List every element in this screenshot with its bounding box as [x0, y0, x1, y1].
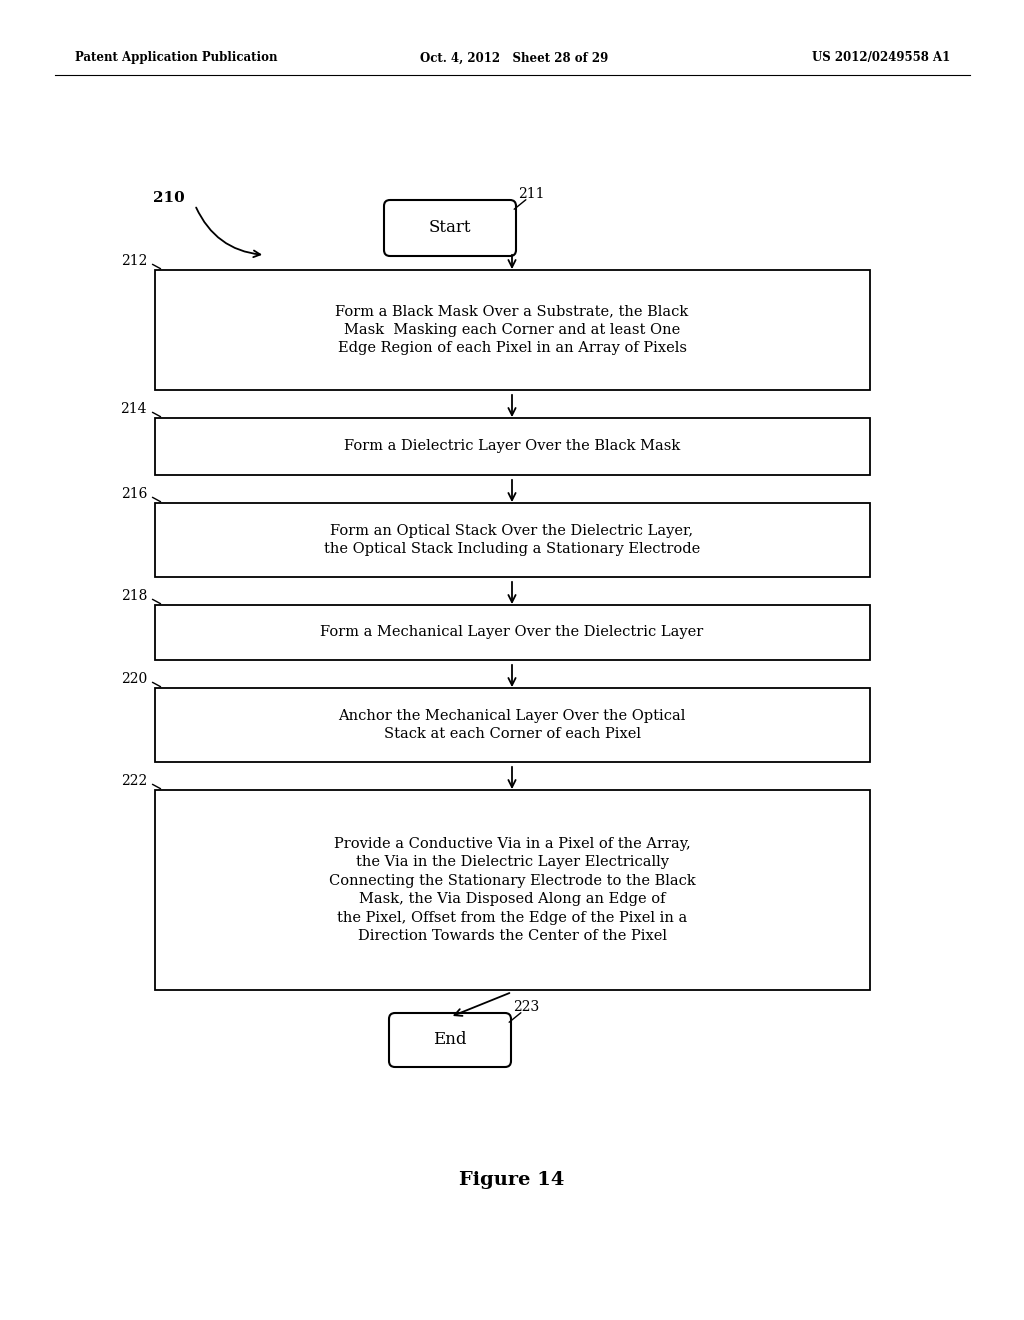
FancyBboxPatch shape	[384, 201, 516, 256]
Text: Anchor the Mechanical Layer Over the Optical
Stack at each Corner of each Pixel: Anchor the Mechanical Layer Over the Opt…	[338, 709, 686, 742]
Text: 218: 218	[121, 589, 147, 603]
Text: Form an Optical Stack Over the Dielectric Layer,
the Optical Stack Including a S: Form an Optical Stack Over the Dielectri…	[324, 524, 700, 556]
FancyBboxPatch shape	[155, 688, 870, 762]
Text: 216: 216	[121, 487, 147, 502]
Text: 223: 223	[513, 1001, 540, 1014]
Text: Form a Black Mask Over a Substrate, the Black
Mask  Masking each Corner and at l: Form a Black Mask Over a Substrate, the …	[336, 305, 688, 355]
Text: Figure 14: Figure 14	[460, 1171, 564, 1189]
Text: 220: 220	[121, 672, 147, 686]
Text: Form a Mechanical Layer Over the Dielectric Layer: Form a Mechanical Layer Over the Dielect…	[321, 624, 703, 639]
Text: Start: Start	[429, 219, 471, 236]
FancyBboxPatch shape	[155, 605, 870, 660]
Text: 222: 222	[121, 774, 147, 788]
Text: Form a Dielectric Layer Over the Black Mask: Form a Dielectric Layer Over the Black M…	[344, 440, 680, 453]
Text: US 2012/0249558 A1: US 2012/0249558 A1	[812, 51, 950, 65]
Text: 211: 211	[518, 187, 545, 201]
FancyBboxPatch shape	[155, 418, 870, 475]
Text: 212: 212	[121, 253, 147, 268]
Text: Provide a Conductive Via in a Pixel of the Array,
the Via in the Dielectric Laye: Provide a Conductive Via in a Pixel of t…	[329, 837, 695, 942]
Text: 210: 210	[154, 191, 185, 205]
FancyBboxPatch shape	[155, 503, 870, 577]
FancyBboxPatch shape	[155, 271, 870, 389]
Text: Oct. 4, 2012   Sheet 28 of 29: Oct. 4, 2012 Sheet 28 of 29	[420, 51, 608, 65]
Text: End: End	[433, 1031, 467, 1048]
Text: 214: 214	[121, 403, 147, 416]
FancyBboxPatch shape	[389, 1012, 511, 1067]
Text: Patent Application Publication: Patent Application Publication	[75, 51, 278, 65]
FancyBboxPatch shape	[155, 789, 870, 990]
